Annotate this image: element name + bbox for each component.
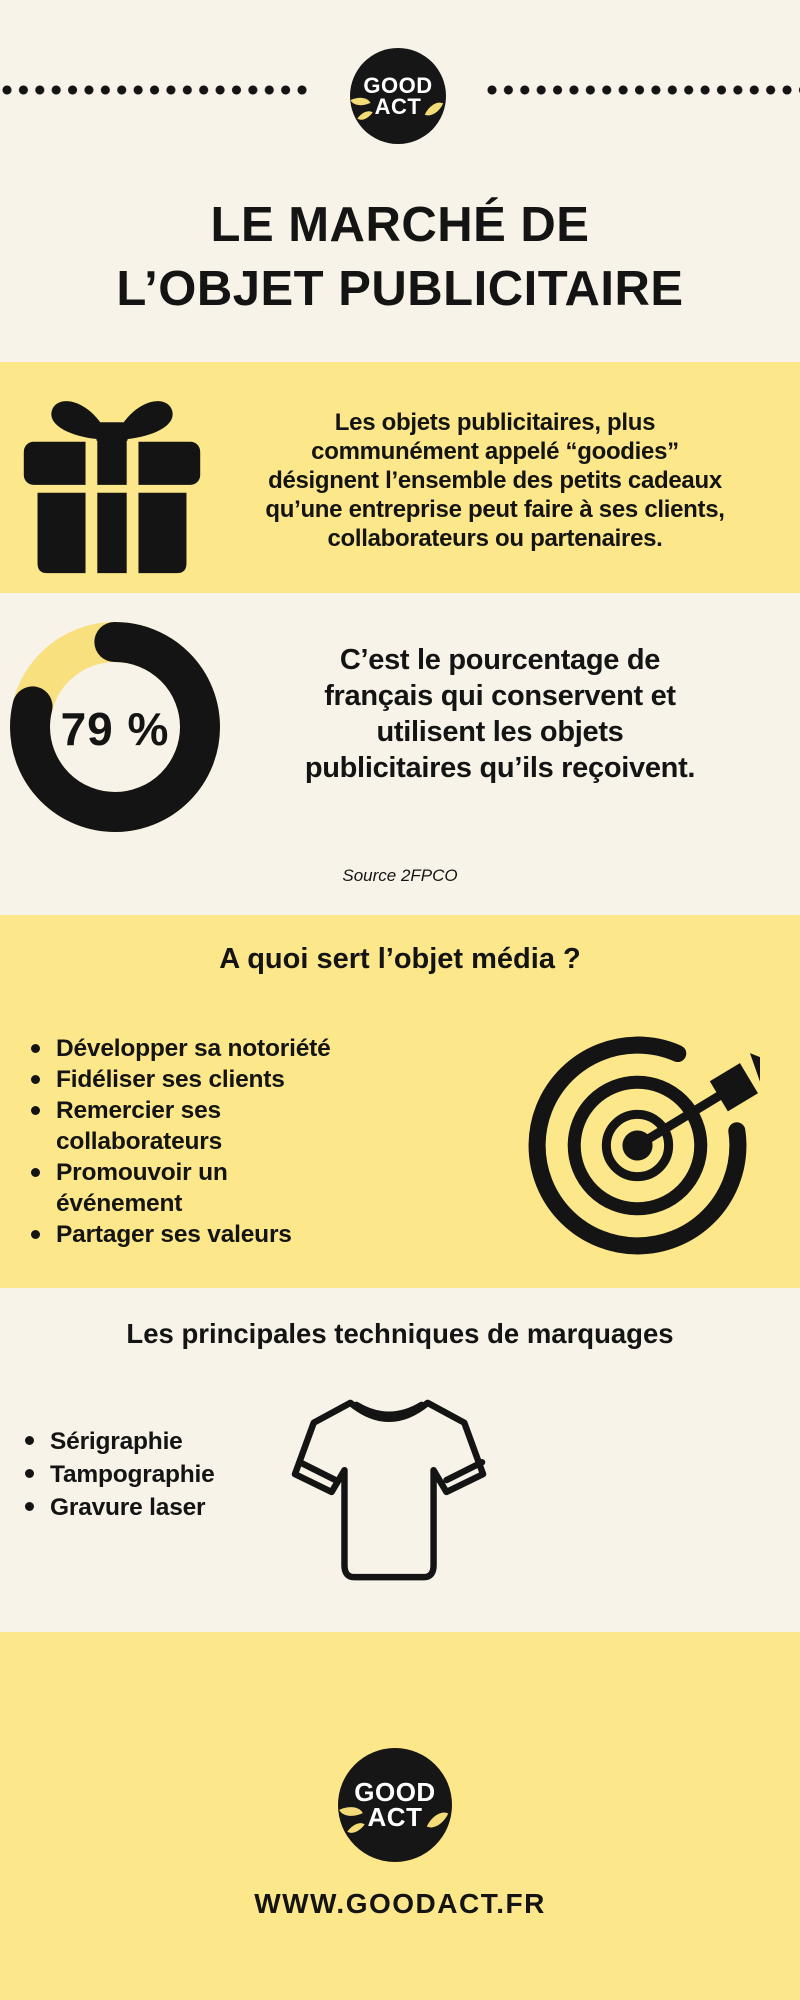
leaf-icon [347,1818,365,1838]
target-arrow-icon [528,1036,760,1255]
list-item: Remercier ses collaborateurs [26,1095,456,1157]
page-title: LE MARCHÉ DE L’OBJET PUBLICITAIRE [116,198,684,316]
list-item: Promouvoir un événement [26,1157,456,1219]
stat-percentage: 79 % [60,703,170,755]
uses-heading: A quoi sert l’objet média ? [219,943,581,975]
logo-text-good: GOOD [354,1777,436,1807]
dotted-line-right [487,85,800,95]
logo-text-act: ACT [367,1802,423,1832]
gift-icon [23,401,201,576]
list-item: Fidéliser ses clients [26,1064,456,1095]
leaf-icon [424,98,444,120]
intro-text: Les objets publicitaires, plus communéme… [265,409,725,552]
list-item: Sérigraphie [20,1425,300,1458]
tshirt-icon [291,1399,487,1581]
website-url: WWW.GOODACT.FR [254,1888,546,1919]
donut-arc [10,622,220,832]
techniques-heading: Les principales techniques de marquages [126,1318,674,1349]
goodact-logo-bottom: GOOD ACT [338,1748,452,1862]
uses-section: A quoi sert l’objet média ? Développer s… [0,915,800,1288]
leaf-icon [357,107,373,124]
dotted-line-left [2,85,312,95]
intro-section: Les objets publicitaires, plus communéme… [0,362,800,593]
goodact-logo-top: GOOD ACT [350,48,446,144]
list-item: Développer sa notoriété [26,1033,456,1064]
list-item: Tampographie [20,1458,300,1491]
footer-section: GOOD ACT WWW.GOODACT.FR [0,1632,800,2000]
techniques-list: Sérigraphie Tampographie Gravure laser [20,1425,300,1524]
list-item: Gravure laser [20,1491,300,1524]
logo-text-good: GOOD [363,73,433,98]
list-item: Partager ses valeurs [26,1219,456,1250]
leaf-icon [426,1807,449,1833]
uses-list: Développer sa notoriété Fidéliser ses cli… [26,1033,456,1250]
donut-chart [10,622,220,832]
logo-text-act: ACT [374,94,422,119]
stat-text: C’est le pourcentage de français qui con… [304,644,696,784]
stat-source: Source 2FPCO [342,866,458,885]
